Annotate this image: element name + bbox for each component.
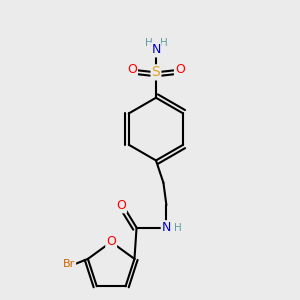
Text: H: H <box>174 223 182 232</box>
Text: O: O <box>127 64 137 76</box>
Text: H: H <box>145 38 152 48</box>
Text: N: N <box>162 221 171 234</box>
Text: O: O <box>116 199 126 212</box>
Text: Br: Br <box>63 259 75 269</box>
Text: O: O <box>106 236 116 248</box>
Text: N: N <box>151 44 161 56</box>
Text: H: H <box>160 38 167 48</box>
Text: O: O <box>175 64 185 76</box>
Text: S: S <box>152 65 160 80</box>
